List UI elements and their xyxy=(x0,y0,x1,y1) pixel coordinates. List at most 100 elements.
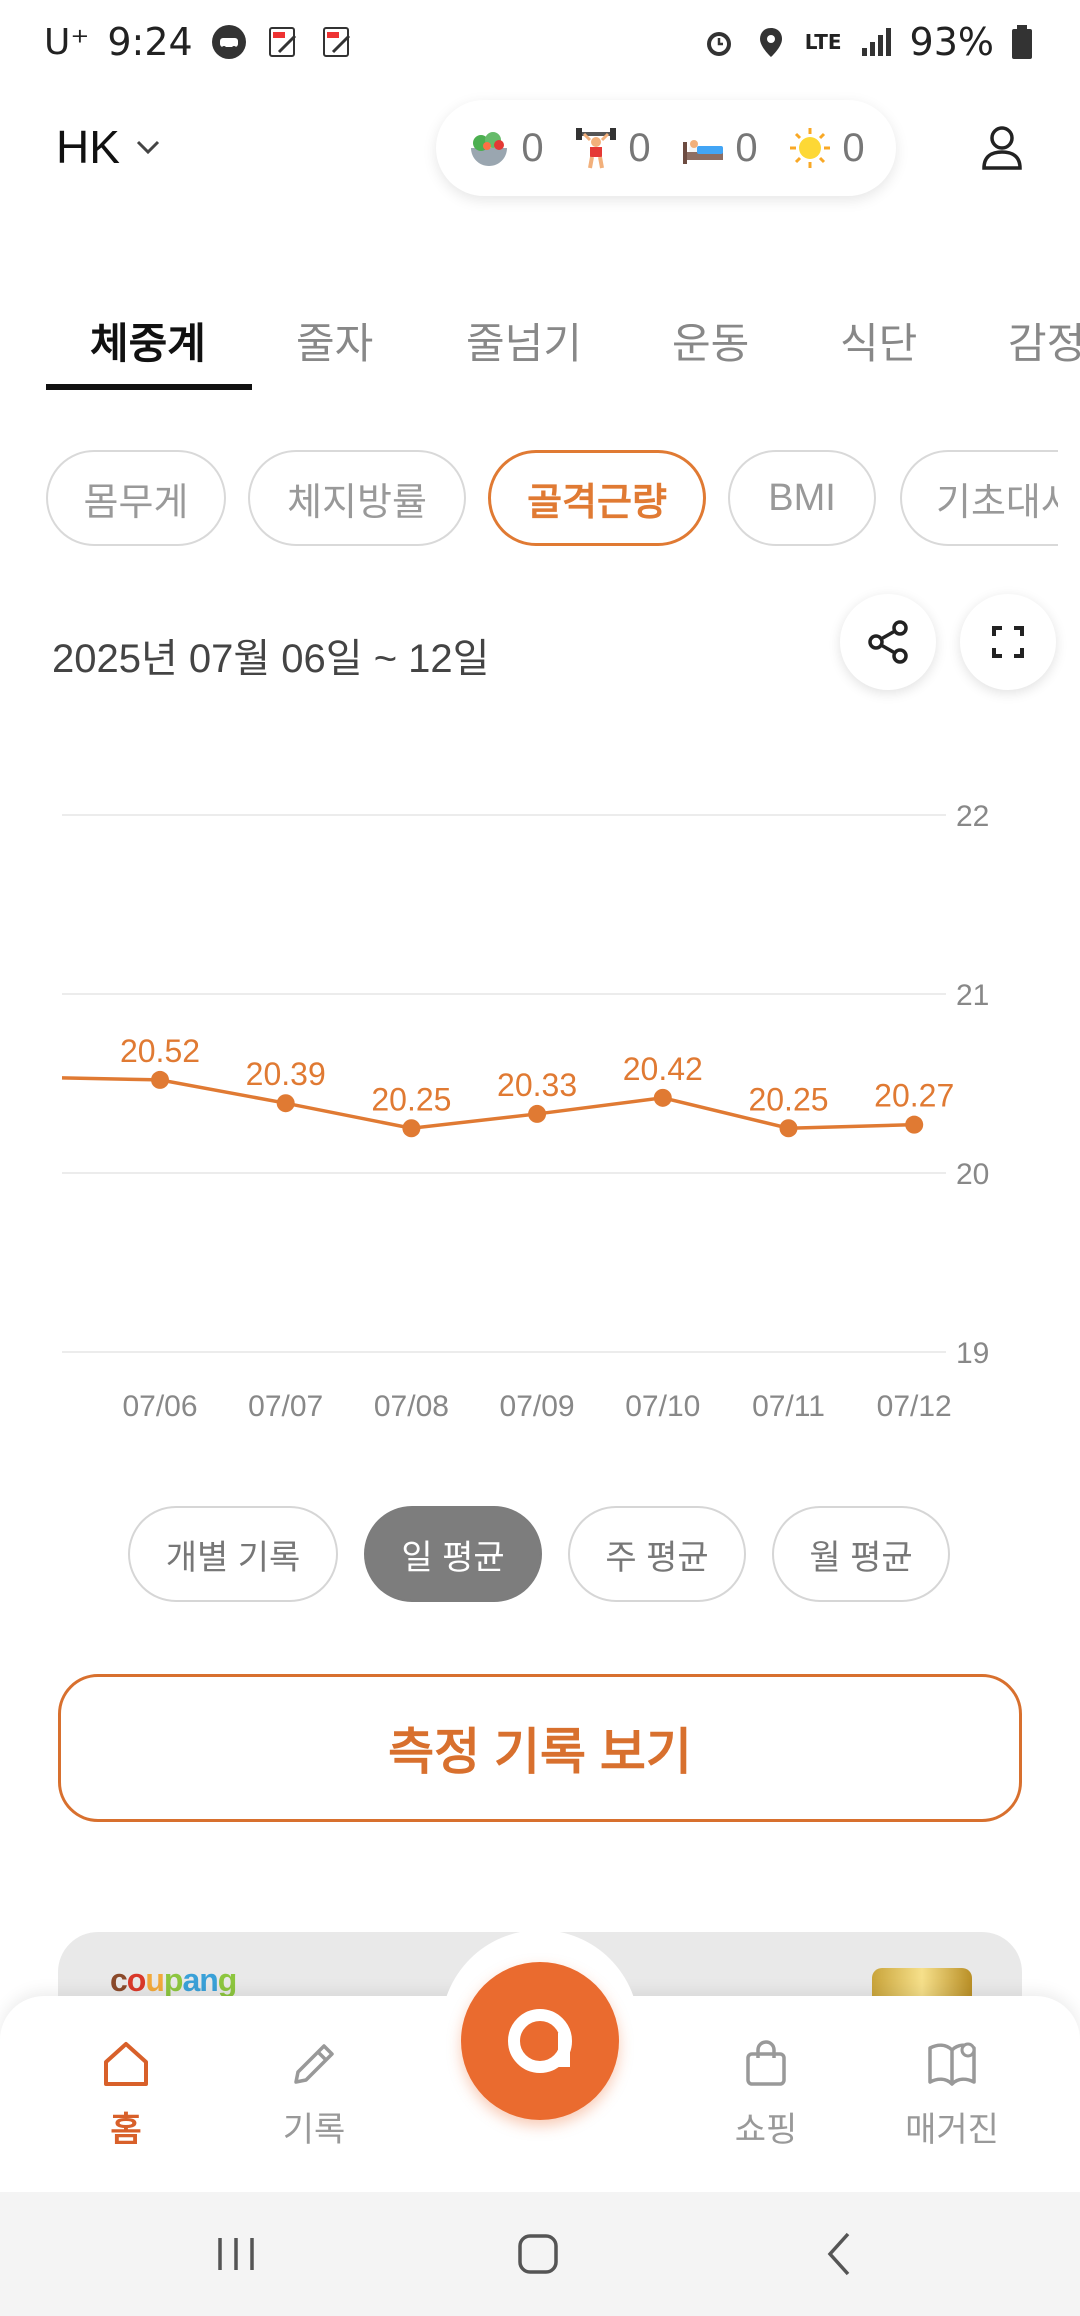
metric-chips: 몸무게 체지방률 골격근량 BMI 기초대사 xyxy=(0,450,1058,548)
agg-monthly[interactable]: 월 평균 xyxy=(772,1506,950,1602)
tab-jump-rope[interactable]: 줄넘기 xyxy=(466,320,582,367)
stat-workout: 0 xyxy=(574,125,651,171)
sun-icon xyxy=(790,128,831,168)
header: HK 0 0 0 0 xyxy=(0,100,1080,210)
stat-sleep-value: 0 xyxy=(735,125,758,170)
profile-icon[interactable] xyxy=(972,118,1032,178)
fab-app-button[interactable] xyxy=(461,1962,619,2120)
nav-magazine-label: 매거진 xyxy=(905,2111,999,2149)
data-label: 20.39 xyxy=(246,1056,326,1092)
data-label: 20.25 xyxy=(748,1081,828,1117)
battery-percent: 93% xyxy=(909,20,994,64)
daily-stats-pill[interactable]: 0 0 0 0 xyxy=(436,100,896,196)
data-point xyxy=(779,1119,798,1138)
x-tick-label: 07/08 xyxy=(374,1390,449,1423)
x-tick-label: 07/07 xyxy=(248,1390,323,1423)
agg-weekly[interactable]: 주 평균 xyxy=(568,1506,746,1602)
x-tick-label: 07/09 xyxy=(500,1390,575,1423)
y-tick-label: 21 xyxy=(956,979,989,1012)
tab-tape[interactable]: 줄자 xyxy=(296,320,374,367)
chip-body-fat[interactable]: 체지방률 xyxy=(248,450,466,546)
fullscreen-button[interactable] xyxy=(960,594,1056,690)
data-label: 20.52 xyxy=(120,1033,200,1069)
data-label: 20.33 xyxy=(497,1067,577,1103)
battery-icon xyxy=(1012,25,1032,59)
muscle-mass-line-chart: 22 21 20 19 20.52 07/06 20.39 07/07 20.25 07/08 20… xyxy=(61,800,989,1423)
home-icon xyxy=(104,2042,148,2086)
nav-home[interactable]: 홈 xyxy=(56,2036,196,2151)
magazine-icon xyxy=(928,2042,976,2086)
y-tick-label: 22 xyxy=(956,800,989,833)
app-logo-icon xyxy=(508,2009,572,2073)
nav-shopping-label: 쇼핑 xyxy=(734,2111,798,2149)
location-icon xyxy=(759,28,782,57)
data-point xyxy=(653,1088,672,1107)
x-tick-label: 07/11 xyxy=(752,1390,825,1423)
system-nav-bar xyxy=(0,2192,1080,2316)
stat-salad: 0 xyxy=(467,125,544,171)
y-tick-label: 19 xyxy=(956,1337,989,1370)
active-tab-indicator xyxy=(46,384,252,390)
nav-magazine[interactable]: 매거진 xyxy=(882,2036,1022,2151)
weightlifter-icon xyxy=(576,128,617,169)
chip-bmi[interactable]: BMI xyxy=(728,450,876,546)
tab-diet[interactable]: 식단 xyxy=(840,320,918,367)
coupang-logo: coupang xyxy=(110,1962,237,1998)
stat-sun: 0 xyxy=(788,125,865,171)
data-point xyxy=(402,1119,421,1138)
stat-sleep: 0 xyxy=(681,125,758,171)
agg-daily[interactable]: 일 평균 xyxy=(364,1506,542,1602)
car-icon xyxy=(211,25,246,59)
series-line xyxy=(61,1076,915,1131)
stat-sun-value: 0 xyxy=(842,125,865,170)
back-icon[interactable] xyxy=(808,2222,872,2286)
stat-salad-value: 0 xyxy=(521,125,544,170)
chevron-down-icon xyxy=(136,140,159,155)
pencil-icon xyxy=(294,2044,334,2084)
home-system-icon[interactable] xyxy=(506,2222,570,2286)
clock: 9:24 xyxy=(107,20,193,64)
date-range: 2025년 07월 06일 ~ 12일 xyxy=(52,637,490,681)
carrier-label: U⁺ xyxy=(44,21,90,63)
data-label: 20.42 xyxy=(623,1051,703,1087)
notepad-icon xyxy=(268,27,296,57)
alarm-icon xyxy=(706,32,731,56)
bed-icon xyxy=(683,140,724,164)
notepad-icon-2 xyxy=(322,27,350,57)
signal-icon xyxy=(861,28,891,56)
share-button[interactable] xyxy=(840,594,936,690)
data-point xyxy=(528,1104,547,1123)
tab-scale[interactable]: 체중계 xyxy=(90,320,206,367)
salad-icon xyxy=(471,132,508,166)
x-tick-label: 07/10 xyxy=(625,1390,700,1423)
data-point xyxy=(276,1094,295,1113)
nav-shopping[interactable]: 쇼핑 xyxy=(696,2036,836,2151)
stat-workout-value: 0 xyxy=(628,125,651,170)
status-bar: U⁺ 9:24 LTE 93% xyxy=(0,0,1080,96)
data-point xyxy=(151,1070,169,1089)
user-selector[interactable]: HK xyxy=(56,120,162,174)
shopping-bag-icon xyxy=(746,2040,786,2086)
nav-record-label: 기록 xyxy=(282,2111,346,2149)
x-tick-label: 07/12 xyxy=(877,1390,952,1423)
x-tick-label: 07/06 xyxy=(122,1390,197,1423)
nav-record[interactable]: 기록 xyxy=(244,2036,384,2151)
share-icon xyxy=(868,620,908,664)
category-tabs: 체중계 줄자 줄넘기 운동 식단 감정 xyxy=(0,300,1080,394)
user-name: HK xyxy=(56,121,120,173)
data-label: 20.25 xyxy=(371,1081,451,1117)
chip-muscle-mass[interactable]: 골격근량 xyxy=(488,450,706,546)
agg-individual[interactable]: 개별 기록 xyxy=(128,1506,338,1602)
data-point xyxy=(905,1115,924,1134)
network-label: LTE xyxy=(804,30,842,54)
chip-weight[interactable]: 몸무게 xyxy=(46,450,226,546)
tab-emotion[interactable]: 감정 xyxy=(1008,320,1080,367)
view-records-button[interactable]: 측정 기록 보기 xyxy=(58,1674,1022,1822)
expand-icon xyxy=(992,626,1024,658)
nav-home-label: 홈 xyxy=(110,2111,142,2149)
recent-apps-icon[interactable] xyxy=(204,2222,268,2286)
chip-bmr[interactable]: 기초대사 xyxy=(900,450,1058,546)
tab-exercise[interactable]: 운동 xyxy=(672,320,750,367)
data-label: 20.27 xyxy=(874,1078,954,1114)
y-tick-label: 20 xyxy=(956,1158,989,1191)
